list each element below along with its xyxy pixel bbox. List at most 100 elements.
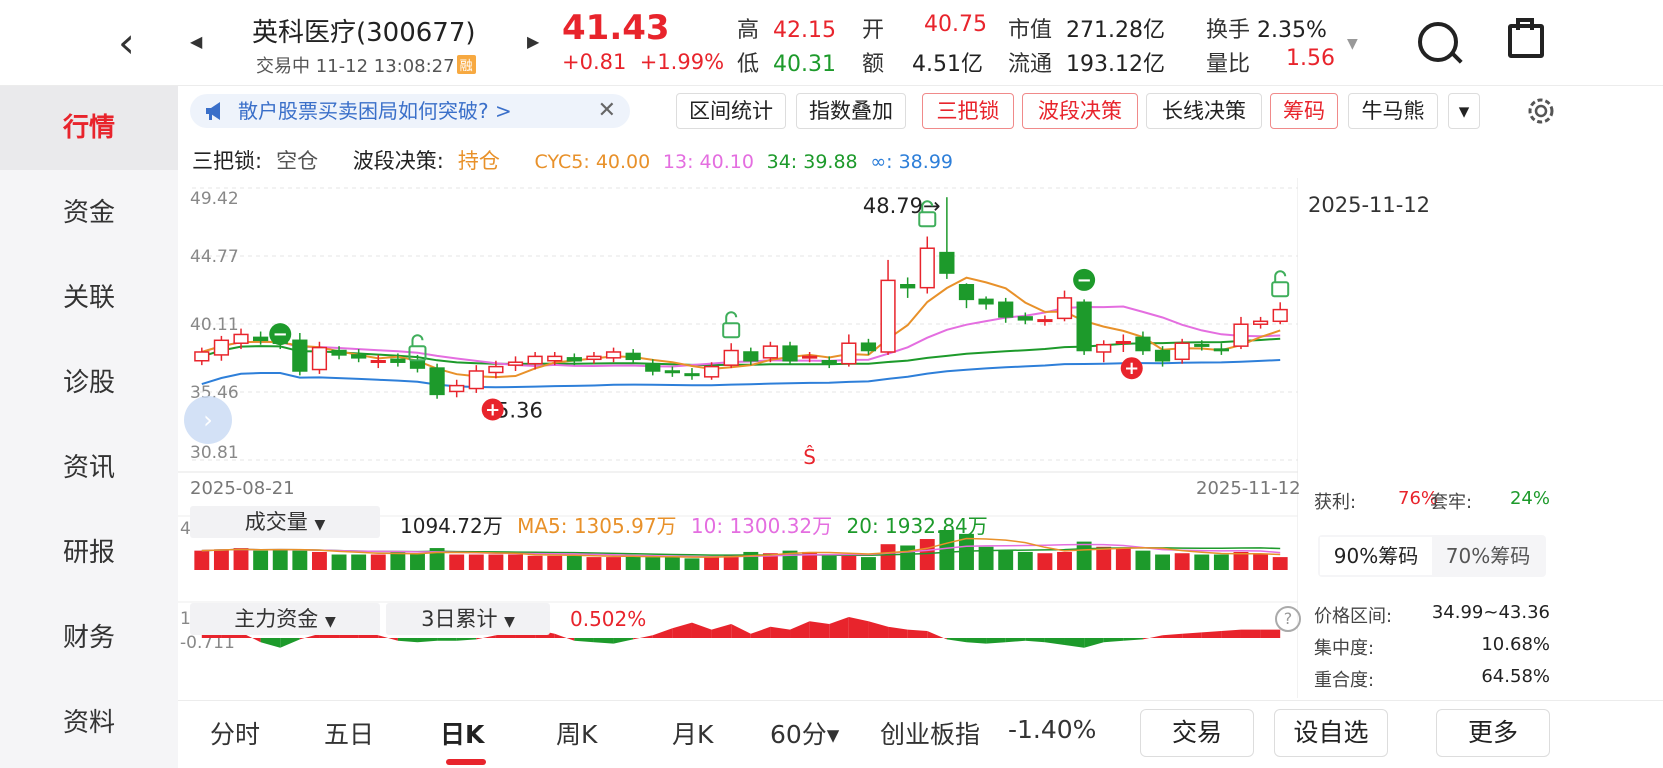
candle-body [998, 301, 1014, 318]
tab-chips-90[interactable]: 90%筹码 [1320, 537, 1432, 575]
fund-flow-area [946, 638, 967, 643]
quote-value: 271.28亿 [1066, 18, 1165, 43]
volume-title: 成交量 [244, 510, 308, 534]
tab-chips-70[interactable]: 70%筹码 [1445, 544, 1531, 568]
fund-flow-area [1201, 631, 1222, 638]
candle-body [566, 357, 582, 362]
candle-body [233, 333, 249, 344]
more-indicators-dropdown[interactable]: ▾ [1448, 93, 1480, 129]
long-decision-button[interactable]: 长线决策 [1146, 93, 1262, 129]
promo-banner[interactable]: 散户股票买卖困局如何突破? > ✕ [190, 94, 630, 128]
quote-label: 高 [737, 18, 760, 43]
help-icon[interactable]: ? [1275, 606, 1301, 632]
tab-daily-k[interactable]: 日K [440, 720, 485, 749]
index-overlay-button[interactable]: 指数叠加 [796, 93, 906, 129]
candle-body [1115, 341, 1131, 345]
fund-flow-area [1240, 629, 1261, 638]
last-price: 41.43 [562, 8, 670, 48]
fund-title: 主力资金 [234, 607, 319, 631]
fund-flow-area [1260, 629, 1281, 638]
unlock-icon [408, 345, 427, 362]
trade-button[interactable]: 交易 [1140, 709, 1254, 757]
tab-intraday[interactable]: 分时 [210, 720, 261, 749]
fund-flow-area [554, 633, 575, 641]
prev-stock-icon[interactable]: ◀ [190, 32, 203, 51]
unlock-icon [918, 211, 937, 228]
quote-label: 换手 [1206, 18, 1251, 43]
profit-ratio: 获利: 76% [1314, 488, 1438, 514]
index-name[interactable]: 创业板指 [880, 720, 981, 749]
quote-market-cap: 市值 271.28亿 [1008, 12, 1165, 44]
bull-bear-button[interactable]: 牛马熊 [1348, 93, 1438, 129]
profit-value: 76% [1398, 488, 1439, 509]
candle-body [723, 349, 739, 366]
sidebar-item-profile[interactable]: 资料 [62, 708, 115, 738]
sell-signal-icon-symbol: − [1077, 270, 1092, 291]
tab-five-day[interactable]: 五日 [324, 720, 375, 749]
quote-label: 开 [862, 18, 885, 43]
volume-bar [606, 557, 622, 570]
band-decision-button[interactable]: 波段决策 [1022, 93, 1138, 129]
volume-bar [488, 554, 504, 570]
candle-body [762, 345, 779, 359]
tab-weekly-k[interactable]: 周K [556, 720, 598, 749]
candle-body [1252, 320, 1269, 325]
quote-label: 流通 [1008, 52, 1053, 77]
range-label: 价格区间: [1314, 606, 1393, 627]
fund-flow-area [378, 635, 398, 641]
candle-body [743, 351, 759, 362]
close-icon[interactable]: ✕ [597, 98, 616, 123]
chevron-left-icon[interactable]: ‹ [118, 18, 135, 67]
search-icon[interactable] [1418, 22, 1458, 62]
chevron-right-icon[interactable]: › [203, 406, 213, 434]
candle-body [802, 355, 818, 359]
quote-expand-icon[interactable]: ▼ [1347, 36, 1358, 52]
fund-flow-area [1142, 635, 1163, 640]
indicator-line: 三把锁: 空仓 波段决策: 持仓 CYC5: 40.00 13: 40.10 34:… [192, 145, 967, 175]
megaphone-icon [206, 102, 220, 120]
fund-flow-area [770, 626, 791, 638]
next-stock-icon[interactable]: ▶ [527, 32, 540, 51]
volume-bar [860, 557, 876, 570]
candle-body [1096, 343, 1112, 353]
candle-body [586, 355, 602, 361]
fund-period-select[interactable]: 3日累计 ▼ [386, 603, 550, 635]
more-button[interactable]: 更多 [1436, 709, 1550, 757]
back-button[interactable]: ‹ [118, 22, 135, 64]
fund-flow-area [476, 635, 496, 640]
volume-bar [802, 551, 818, 570]
candle-body [1194, 343, 1210, 347]
gear-icon[interactable] [1524, 94, 1558, 128]
chips-date: 2025-11-12 [1308, 193, 1431, 217]
sidebar-item-quotes[interactable]: 行情 [0, 86, 178, 170]
sidebar-item-diagnosis[interactable]: 诊股 [62, 368, 115, 398]
candle-body [605, 351, 622, 359]
ma-infinity-line [201, 359, 1281, 389]
volume-bar [213, 549, 229, 570]
sidebar-item-related[interactable]: 关联 [62, 283, 115, 313]
fund-indicator-select[interactable]: 主力资金 ▼ [190, 603, 380, 635]
quote-value: 1.56 [1286, 46, 1335, 71]
sidebar-item-research[interactable]: 研报 [62, 538, 115, 568]
add-watchlist-button[interactable]: 设自选 [1274, 709, 1388, 757]
change-value: +0.81 [562, 50, 627, 74]
candle-body [253, 336, 269, 342]
three-locks-button[interactable]: 三把锁 [922, 93, 1014, 129]
candle-body [507, 361, 524, 366]
fund-flow-area [1162, 633, 1183, 638]
sidebar-item-finance[interactable]: 财务 [62, 623, 115, 653]
cyc13-value: 13: 40.10 [662, 151, 754, 173]
tab-monthly-k[interactable]: 月K [672, 720, 714, 749]
quote-value: 193.12亿 [1066, 52, 1165, 77]
volume-bar [1194, 554, 1210, 570]
sidebar-item-funds[interactable]: 资金 [62, 198, 115, 228]
change-percent: +1.99% [639, 50, 725, 74]
interval-stats-button[interactable]: 区间统计 [676, 93, 786, 129]
volume-indicator-select[interactable]: 成交量 ▼ [190, 506, 380, 538]
tab-60min[interactable]: 60分▾ [770, 720, 840, 749]
portfolio-icon[interactable] [1508, 18, 1544, 58]
buy-signal-icon-symbol: + [1124, 358, 1139, 379]
sidebar-item-news[interactable]: 资讯 [62, 453, 115, 483]
promo-text: 散户股票买卖困局如何突破? > [238, 99, 512, 123]
chips-button[interactable]: 筹码 [1270, 93, 1338, 129]
